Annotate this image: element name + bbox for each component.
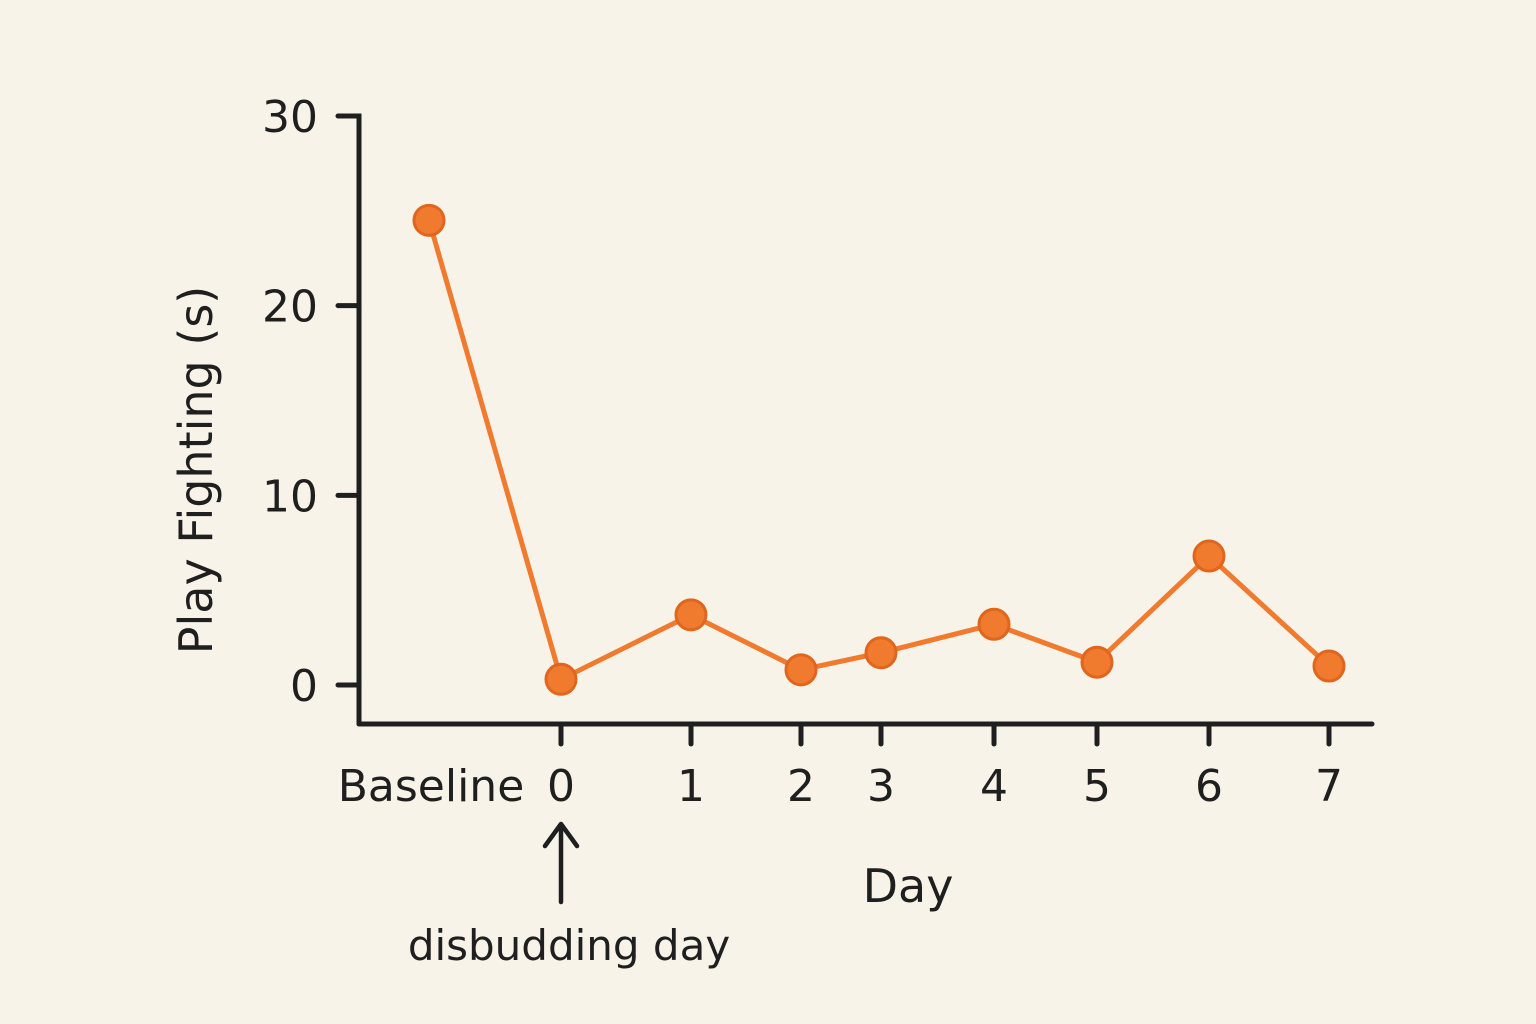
y-tick-label: 10 (262, 471, 318, 522)
x-tick-label: 1 (677, 761, 705, 812)
y-ticks: 0 10 20 30 (262, 92, 362, 712)
x-tick-label: 6 (1195, 761, 1223, 812)
disbudding-annotation: disbudding day (408, 821, 730, 970)
data-point (784, 653, 818, 687)
x-tick-label: 0 (547, 761, 575, 812)
axes (342, 113, 1375, 727)
x-tick-label: 4 (980, 761, 1008, 812)
series (412, 203, 1346, 696)
y-tick-label: 0 (290, 661, 318, 712)
x-axis-title: Day (863, 859, 954, 913)
data-point (864, 636, 898, 670)
x-tick-label: 5 (1083, 761, 1111, 812)
y-tick-label: 30 (262, 92, 318, 143)
y-axis-title: Play Fighting (s) (169, 286, 223, 654)
x-tick-label: 2 (787, 761, 815, 812)
x-tick-label: 3 (867, 761, 895, 812)
arrow-up-icon (542, 821, 580, 905)
data-point (1192, 539, 1226, 573)
data-point (977, 607, 1011, 641)
data-point (1080, 645, 1114, 679)
data-point (544, 662, 578, 696)
x-tick-label: Baseline (338, 761, 525, 812)
x-ticks: Baseline 0 1 2 3 4 5 6 7 (338, 721, 1343, 812)
data-point (674, 598, 708, 632)
series-line (426, 217, 1332, 682)
x-tick-label: 7 (1315, 761, 1343, 812)
y-tick-label: 20 (262, 282, 318, 333)
data-point (1312, 649, 1346, 683)
data-point (412, 203, 446, 237)
annotation-label: disbudding day (408, 921, 730, 970)
y-axis-line (342, 113, 362, 727)
